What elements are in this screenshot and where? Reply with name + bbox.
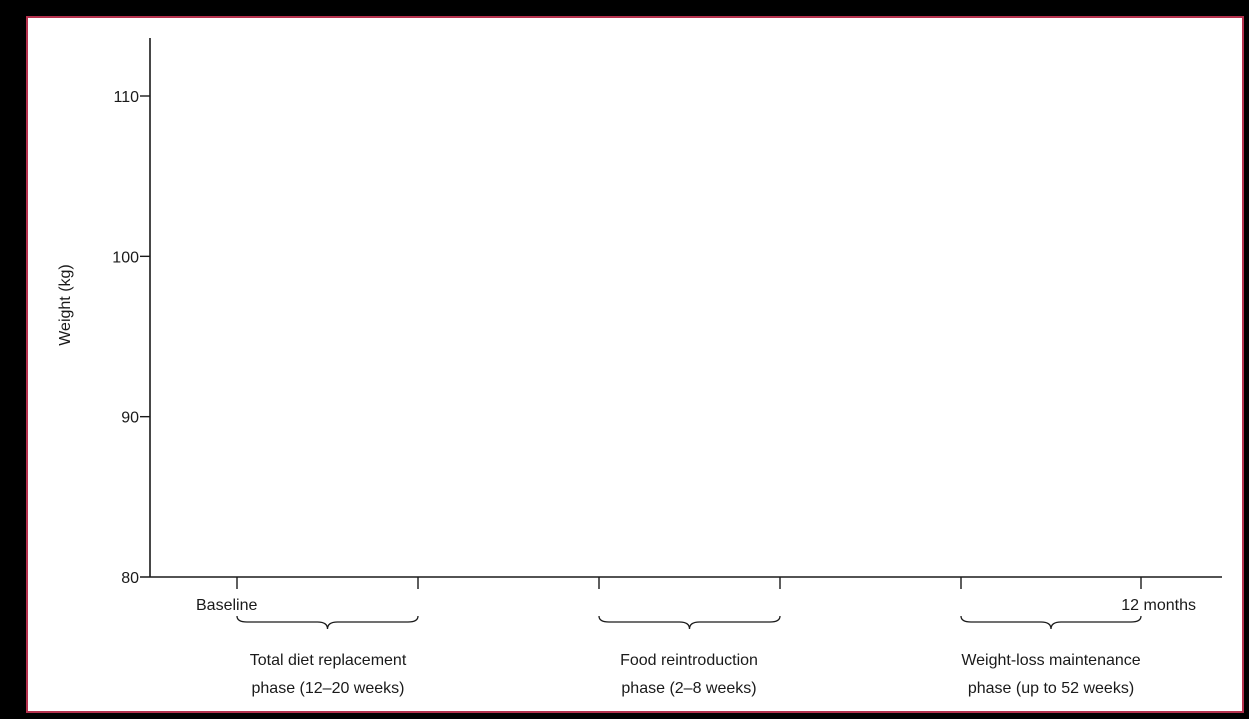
y-tick-label-80: 80 bbox=[121, 570, 139, 587]
phase-brace-2 bbox=[598, 615, 781, 630]
y-tick-label-90: 90 bbox=[121, 410, 139, 427]
phase-braces bbox=[236, 615, 1142, 630]
chart-frame bbox=[26, 16, 1244, 713]
phase-brace-3 bbox=[960, 615, 1142, 630]
y-axis-title: Weight (kg) bbox=[57, 264, 74, 346]
phase-brace-1 bbox=[236, 615, 419, 630]
phase-1-line-2: phase (12–20 weeks) bbox=[252, 680, 405, 697]
phase-labels: Total diet replacement phase (12–20 week… bbox=[250, 652, 1141, 697]
axes bbox=[140, 38, 1222, 578]
phase-3-line-1: Weight-loss maintenance bbox=[961, 652, 1140, 669]
x-label-baseline: Baseline bbox=[196, 597, 257, 614]
phase-2-line-2: phase (2–8 weeks) bbox=[621, 680, 756, 697]
phase-1-line-1: Total diet replacement bbox=[250, 652, 407, 669]
y-ticks: 80 90 100 110 bbox=[112, 89, 150, 587]
x-label-12-months: 12 months bbox=[1121, 597, 1196, 614]
y-tick-label-110: 110 bbox=[113, 89, 139, 106]
y-tick-label-100: 100 bbox=[112, 249, 139, 266]
x-ticks bbox=[236, 577, 1142, 589]
phase-3-line-2: phase (up to 52 weeks) bbox=[968, 680, 1134, 697]
phase-2-line-1: Food reintroduction bbox=[620, 652, 758, 669]
